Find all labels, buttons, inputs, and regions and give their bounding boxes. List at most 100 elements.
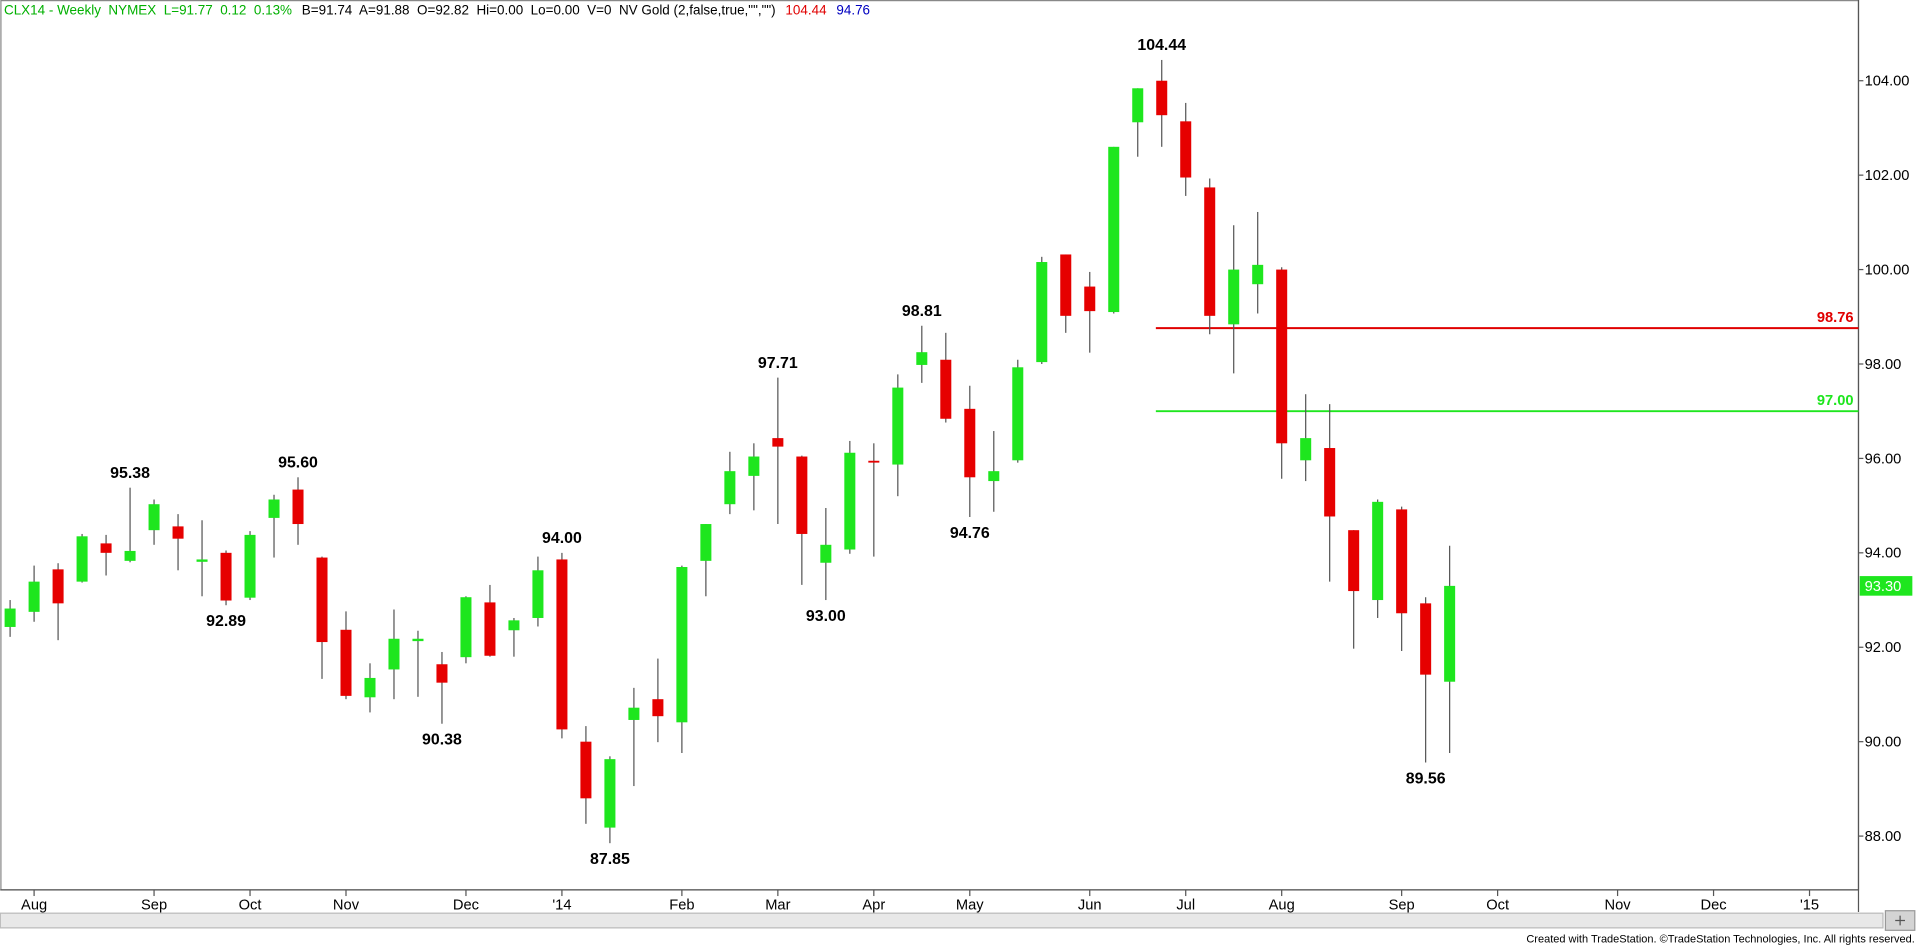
last-price-box (1859, 576, 1913, 596)
candle-body (1204, 187, 1216, 316)
candle-body (52, 569, 64, 604)
candle-body (628, 707, 640, 720)
candle-body (988, 471, 1000, 482)
header-item: 94.76 (836, 3, 870, 18)
x-tick-label: May (956, 898, 984, 914)
candle-body (1300, 438, 1312, 461)
candle-body (1156, 80, 1168, 116)
candle-body (892, 387, 904, 465)
candle-body (436, 664, 448, 683)
annotation-label: 104.44 (1137, 37, 1186, 54)
last-price-label: 93.30 (1865, 579, 1902, 595)
candle-body (580, 741, 592, 799)
candle-body (124, 550, 136, 561)
candle-body (196, 559, 208, 562)
annotation-label: 92.89 (206, 613, 246, 630)
candle-body (1348, 530, 1360, 592)
candle-body (484, 602, 496, 656)
candle-body (76, 536, 88, 582)
candle-body (772, 438, 784, 447)
level-label: 98.76 (1817, 310, 1854, 326)
candle-body (340, 629, 352, 696)
candle-body (28, 581, 40, 612)
candle-body (1276, 269, 1288, 444)
candle-body (916, 352, 928, 365)
candle-body (412, 638, 424, 642)
header-item: B=91.74 A=91.88 O=92.82 Hi=0.00 Lo=0.00 … (302, 3, 776, 18)
candle-body (748, 456, 760, 476)
header-item: CLX14 - Weekly NYMEX L=91.77 0.12 0.13% (4, 3, 292, 18)
y-tick-label: 98.00 (1865, 357, 1902, 373)
candle-body (1084, 286, 1096, 312)
candle-body (460, 597, 472, 658)
annotation-label: 93.00 (806, 608, 846, 625)
x-tick-label: Dec (453, 898, 479, 914)
scrollbar[interactable] (0, 912, 1884, 929)
x-tick-label: Aug (21, 898, 47, 914)
annotation-label: 94.76 (950, 525, 990, 542)
candle-body (844, 452, 856, 550)
y-tick-label: 90.00 (1865, 735, 1902, 751)
candle-body (100, 543, 112, 553)
candle-body (820, 544, 832, 563)
candle-body (1036, 262, 1048, 363)
x-tick-label: Sep (141, 898, 167, 914)
candle-body (148, 504, 160, 531)
level-label: 97.00 (1817, 393, 1854, 409)
x-tick-label: Feb (669, 898, 694, 914)
candle-body (1060, 254, 1072, 316)
y-tick-label: 96.00 (1865, 451, 1902, 467)
candle-body (1444, 585, 1456, 682)
candle-body (700, 524, 712, 561)
candle-body (364, 677, 376, 698)
x-tick-label: Sep (1389, 898, 1415, 914)
candle-body (532, 570, 544, 618)
candle-body (1420, 603, 1432, 675)
candle-body (508, 620, 520, 631)
y-tick-label: 92.00 (1865, 640, 1902, 656)
candle-body (724, 471, 736, 505)
candle-body (1132, 88, 1144, 123)
annotation-label: 89.56 (1406, 770, 1446, 787)
candle-body (292, 489, 304, 525)
candle-body (1228, 269, 1240, 325)
header-item: 104.44 (785, 3, 827, 18)
candle-body (796, 456, 808, 534)
candle-body (1012, 367, 1024, 461)
candle-body (940, 359, 952, 419)
annotation-label: 94.00 (542, 530, 582, 547)
annotation-label: 90.38 (422, 732, 462, 749)
candle-body (172, 526, 184, 539)
x-tick-label: Apr (862, 898, 885, 914)
x-tick-label: Dec (1701, 898, 1727, 914)
candle-body (268, 499, 280, 518)
annotation-label: 97.71 (758, 355, 798, 372)
candle-body (1252, 264, 1264, 285)
x-tick-label: Nov (333, 898, 360, 914)
candle-body (1324, 448, 1336, 517)
x-tick-label: Mar (765, 898, 790, 914)
x-tick-label: Oct (239, 898, 262, 914)
y-tick-label: 94.00 (1865, 546, 1902, 562)
y-tick-label: 104.00 (1865, 74, 1910, 90)
chart-header: CLX14 - Weekly NYMEX L=91.77 0.12 0.13% B… (4, 3, 870, 18)
annotation-label: 87.85 (590, 851, 630, 868)
y-tick-label: 100.00 (1865, 262, 1910, 278)
candle-body (388, 638, 400, 670)
candle-body (676, 566, 688, 723)
candle-body (868, 460, 880, 463)
candle-body (556, 559, 568, 730)
candle-body (604, 759, 616, 828)
x-tick-label: Jul (1176, 898, 1195, 914)
candle-body (964, 408, 976, 478)
candle-body (4, 608, 16, 627)
candle-body (1372, 501, 1384, 601)
y-tick-label: 102.00 (1865, 168, 1910, 184)
annotation-label: 95.60 (278, 455, 318, 472)
annotation-label: 98.81 (902, 303, 942, 320)
candle-body (1396, 509, 1408, 614)
x-tick-label: Nov (1605, 898, 1632, 914)
